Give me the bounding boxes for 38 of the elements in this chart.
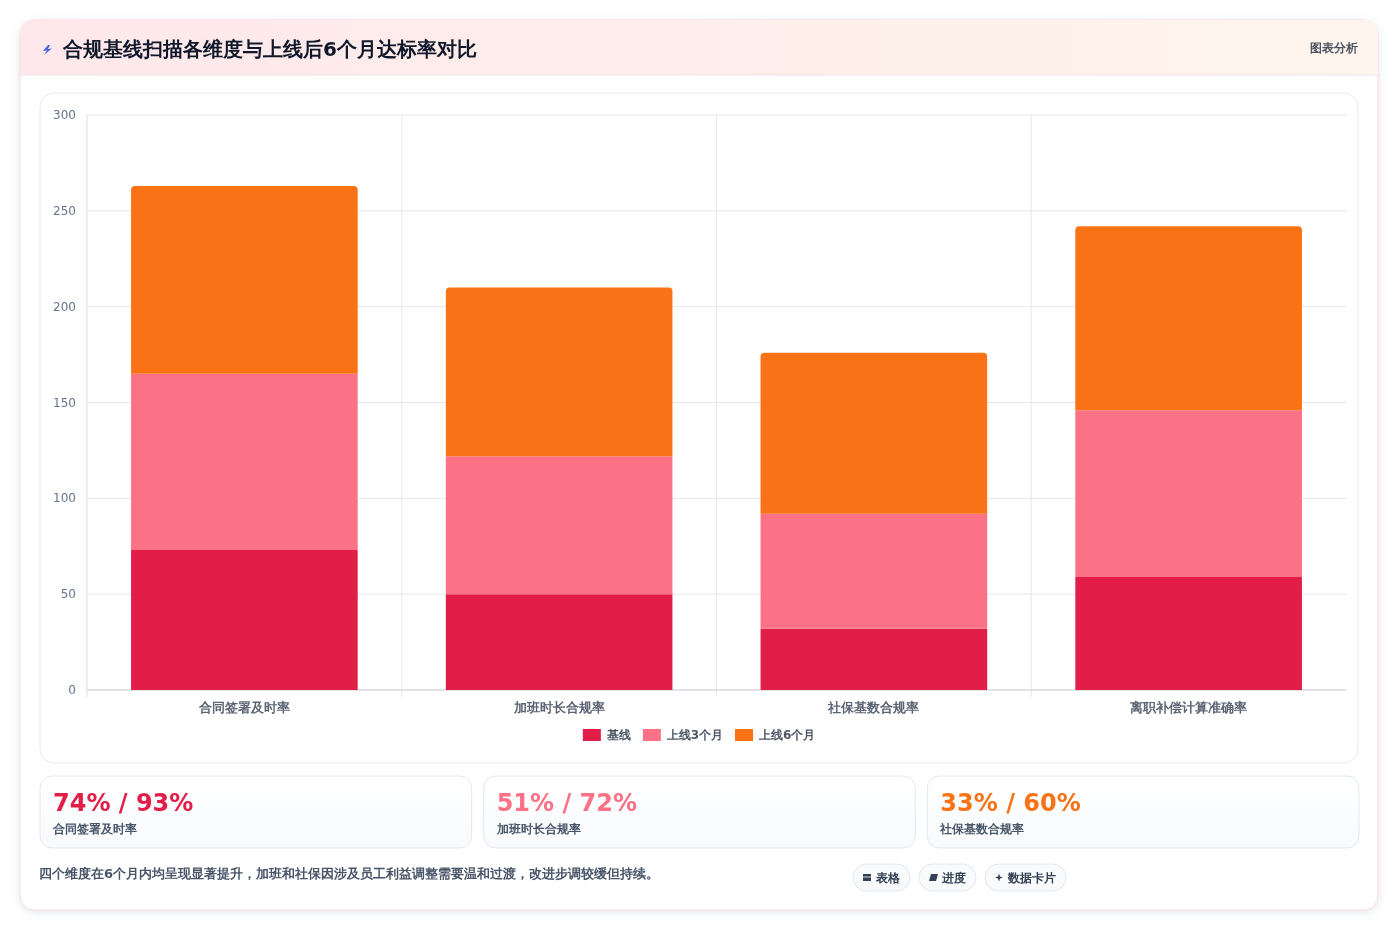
bar xyxy=(760,628,988,690)
text: 社保基数合规率 xyxy=(939,822,1025,836)
y-tick-label: 300 xyxy=(53,108,76,122)
x-tick-label: 社保基数合规率 xyxy=(827,700,920,715)
y-tick-label: 0 xyxy=(68,683,76,697)
x-tick-label: 离职补偿计算准确率 xyxy=(1129,700,1248,715)
bar xyxy=(760,352,988,514)
text: 四个维度在6个月内均呈现显著提升，加班和社保因涉及员工利益调整需要温和过渡，改进步调较缓但持续。 xyxy=(39,866,660,881)
bar xyxy=(131,550,358,690)
text: 数据卡片 xyxy=(1007,870,1056,885)
bar xyxy=(1075,410,1302,577)
bar xyxy=(1075,226,1302,411)
text: 合同签署及时率 xyxy=(52,822,137,836)
text: 加班时长合规率 xyxy=(495,822,581,836)
bar xyxy=(760,513,988,629)
bar xyxy=(445,456,673,595)
text: 进度 xyxy=(941,870,966,885)
bar xyxy=(445,594,673,690)
text: 33% / 60% xyxy=(940,789,1081,817)
y-tick-label: 100 xyxy=(53,491,76,506)
legend-label: 上线6个月 xyxy=(758,728,816,742)
text: 74% / 93% xyxy=(53,789,194,817)
bar xyxy=(445,287,673,457)
legend-label: 上线3个月 xyxy=(665,728,724,742)
x-tick-label: 加班时长合规率 xyxy=(512,700,605,715)
y-tick-label: 50 xyxy=(60,587,76,602)
y-tick-label: 200 xyxy=(53,299,76,314)
bar xyxy=(131,373,358,551)
x-tick-label: 合同签署及时率 xyxy=(197,700,290,715)
legend-label: 基线 xyxy=(605,728,631,742)
y-tick-label: 250 xyxy=(53,203,76,218)
bar xyxy=(131,185,358,374)
chart-title: 合规基线扫描各维度与上线后6个月达标率对比 xyxy=(62,37,477,61)
y-tick-label: 150 xyxy=(53,395,76,410)
text: 51% / 72% xyxy=(496,789,638,817)
text: 表格 xyxy=(875,870,901,885)
text: 图表分析 xyxy=(1310,41,1358,55)
bar xyxy=(1075,576,1302,690)
